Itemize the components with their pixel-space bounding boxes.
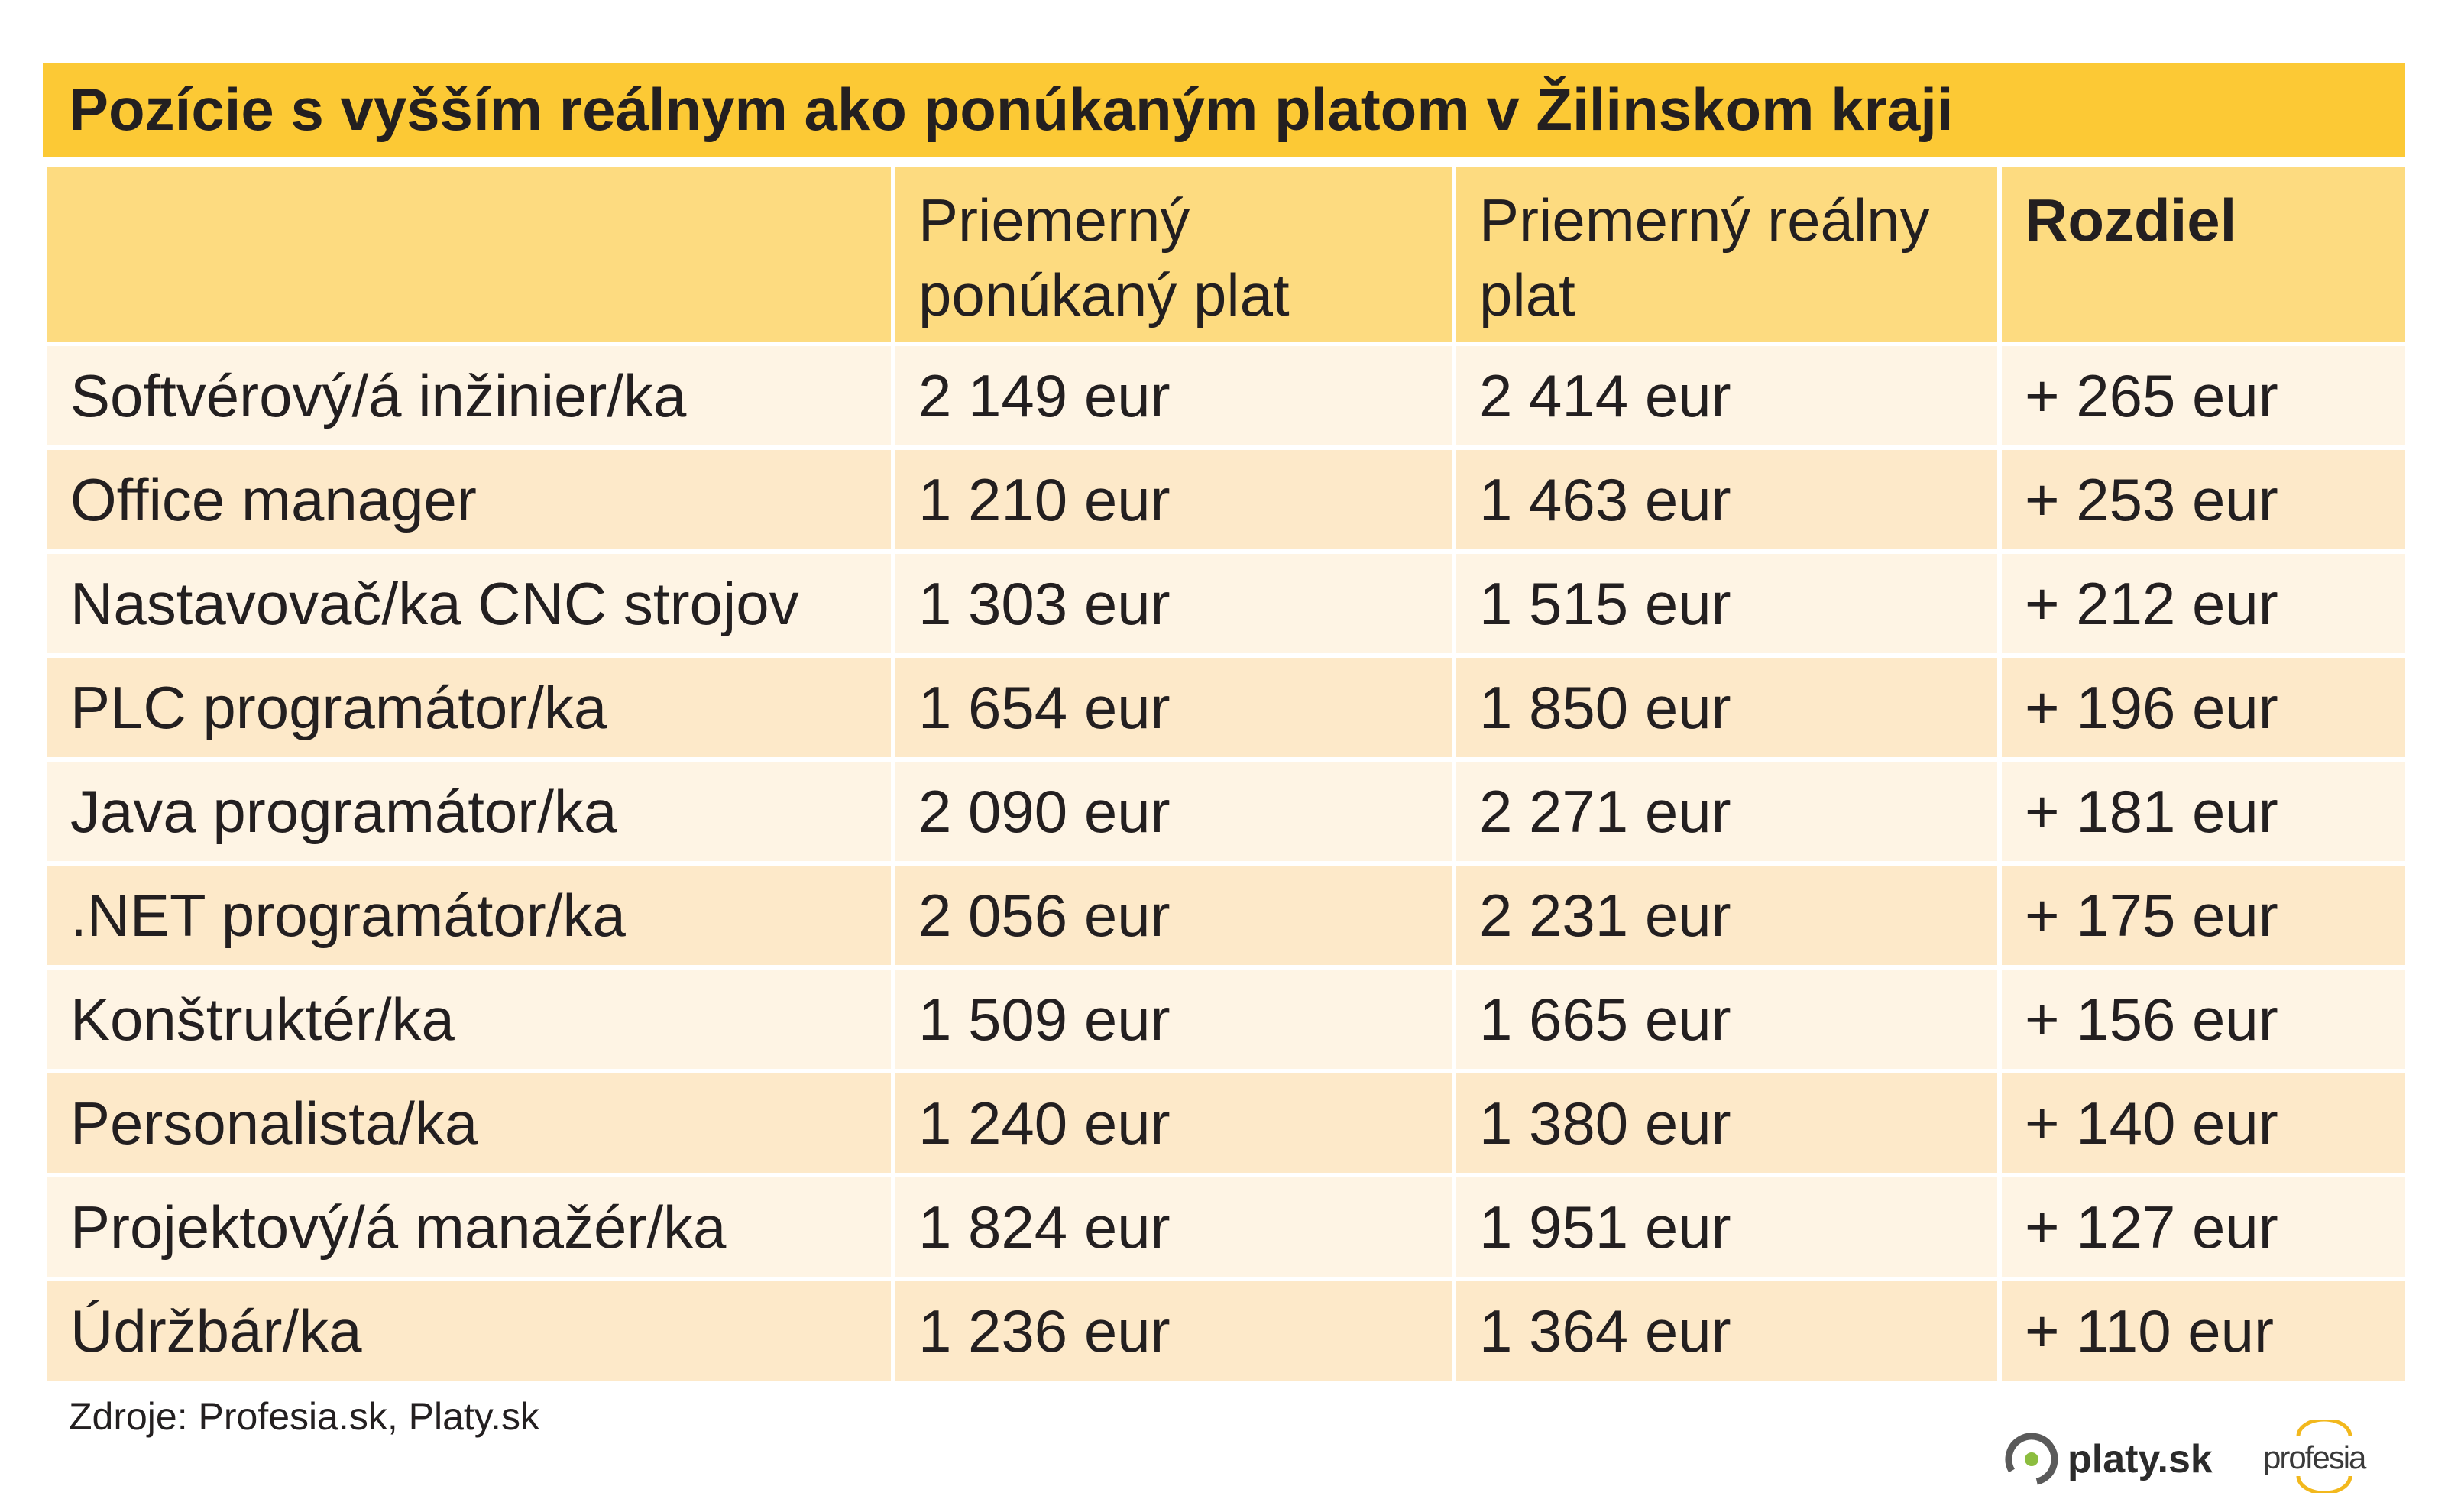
source-note: Zdroje: Profesia.sk, Platy.sk (69, 1395, 539, 1438)
cell-position: .NET programátor/ka (43, 861, 895, 970)
chart-title: Pozície s vyšším reálnym ako ponúkaným p… (69, 76, 1954, 143)
cell-real-salary: 1 463 eur (1452, 445, 2002, 554)
cell-position: Údržbár/ka (43, 1277, 895, 1385)
cell-offered-salary: 1 240 eur (891, 1069, 1456, 1177)
cell-offered-salary: 1 509 eur (891, 965, 1456, 1073)
profesia-logo-text: profesia (2263, 1439, 2366, 1475)
profesia-logo: profesia (2260, 1420, 2375, 1493)
cell-offered-salary: 1 654 eur (891, 653, 1456, 762)
cell-offered-salary: 2 149 eur (891, 342, 1456, 450)
header-offered-salary: Priemerný ponúkaný plat (891, 163, 1456, 346)
cell-real-salary: 1 515 eur (1452, 549, 2002, 658)
table-row: Softvérový/á inžinier/ka 2 149 eur 2 414 e… (43, 342, 2410, 450)
cell-position: Softvérový/á inžinier/ka (43, 342, 895, 450)
cell-position: Nastavovač/ka CNC strojov (43, 549, 895, 658)
table-row: Konštruktér/ka 1 509 eur 1 665 eur + 156 eu… (43, 965, 2410, 1073)
cell-position: Personalista/ka (43, 1069, 895, 1177)
table-row: Office manager 1 210 eur 1 463 eur + 253 eu… (43, 445, 2410, 554)
table-row: Projektový/á manažér/ka 1 824 eur 1 951 eu… (43, 1173, 2410, 1281)
header-position (43, 163, 895, 346)
cell-difference: + 253 eur (1997, 445, 2410, 554)
cell-difference: + 175 eur (1997, 861, 2410, 970)
cell-offered-salary: 1 236 eur (891, 1277, 1456, 1385)
table-row: Personalista/ka 1 240 eur 1 380 eur + 140 e… (43, 1069, 2410, 1177)
cell-real-salary: 2 414 eur (1452, 342, 2002, 450)
cell-real-salary: 1 380 eur (1452, 1069, 2002, 1177)
cell-position: Java programátor/ka (43, 757, 895, 866)
header-row: Priemerný ponúkaný plat Priemerný reálny… (43, 163, 2410, 346)
cell-difference: + 110 eur (1997, 1277, 2410, 1385)
cell-difference: + 265 eur (1997, 342, 2410, 450)
cell-offered-salary: 2 056 eur (891, 861, 1456, 970)
platy-logo: platy.sk (2000, 1423, 2213, 1496)
table-body: Softvérový/á inžinier/ka 2 149 eur 2 414 e… (43, 342, 2410, 1385)
header-real-salary: Priemerný reálny plat (1452, 163, 2002, 346)
profesia-arc-icon (2296, 1420, 2352, 1493)
title-bar: Pozície s vyšším reálnym ako ponúkaným p… (43, 63, 2405, 157)
cell-offered-salary: 2 090 eur (891, 757, 1456, 866)
cell-real-salary: 2 271 eur (1452, 757, 2002, 866)
table-row: Údržbár/ka 1 236 eur 1 364 eur + 110 eur (43, 1277, 2410, 1385)
table-row: PLC programátor/ka 1 654 eur 1 850 eur + 19… (43, 653, 2410, 762)
table-row: Java programátor/ka 2 090 eur 2 271 eur + 1… (43, 757, 2410, 866)
salary-table: Priemerný ponúkaný plat Priemerný reálny… (43, 163, 2410, 1385)
header-difference: Rozdiel (1997, 163, 2410, 346)
platy-ring-icon (2005, 1433, 2058, 1486)
cell-offered-salary: 1 210 eur (891, 445, 1456, 554)
platy-logo-text: platy.sk (2068, 1437, 2213, 1481)
cell-offered-salary: 1 824 eur (891, 1173, 1456, 1281)
cell-offered-salary: 1 303 eur (891, 549, 1456, 658)
cell-real-salary: 1 850 eur (1452, 653, 2002, 762)
cell-position: Office manager (43, 445, 895, 554)
cell-real-salary: 1 665 eur (1452, 965, 2002, 1073)
cell-real-salary: 2 231 eur (1452, 861, 2002, 970)
cell-real-salary: 1 951 eur (1452, 1173, 2002, 1281)
cell-position: PLC programátor/ka (43, 653, 895, 762)
table-row: .NET programátor/ka 2 056 eur 2 231 eur + 1… (43, 861, 2410, 970)
table-row: Nastavovač/ka CNC strojov 1 303 eur 1 515 … (43, 549, 2410, 658)
cell-difference: + 181 eur (1997, 757, 2410, 866)
cell-difference: + 196 eur (1997, 653, 2410, 762)
cell-difference: + 156 eur (1997, 965, 2410, 1073)
cell-difference: + 212 eur (1997, 549, 2410, 658)
cell-position: Konštruktér/ka (43, 965, 895, 1073)
cell-real-salary: 1 364 eur (1452, 1277, 2002, 1385)
cell-difference: + 140 eur (1997, 1069, 2410, 1177)
cell-position: Projektový/á manažér/ka (43, 1173, 895, 1281)
cell-difference: + 127 eur (1997, 1173, 2410, 1281)
